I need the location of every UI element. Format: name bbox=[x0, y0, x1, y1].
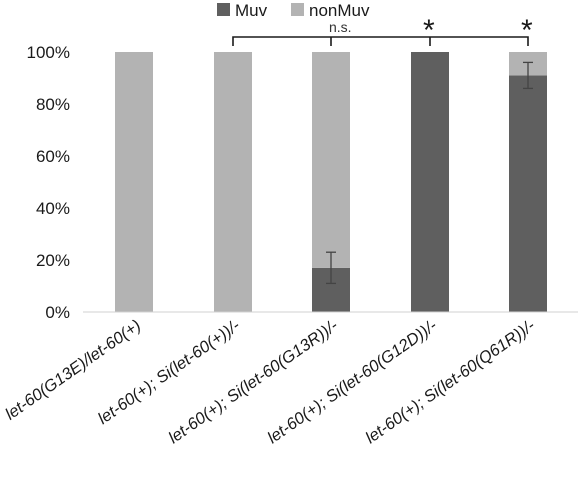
legend-label-nonmuv: nonMuv bbox=[309, 1, 370, 20]
annotation-ns: n.s. bbox=[329, 19, 352, 35]
bars bbox=[115, 52, 547, 313]
significance-bracket: n.s. * * bbox=[232, 14, 533, 47]
y-tick-label: 40% bbox=[36, 199, 70, 218]
y-tick-label: 100% bbox=[27, 43, 70, 62]
y-tick-label: 20% bbox=[36, 251, 70, 270]
annotation-star-q61r: * bbox=[521, 14, 533, 47]
bar-nonmuv bbox=[115, 52, 153, 312]
bracket-line bbox=[232, 36, 529, 46]
legend-swatch-muv bbox=[217, 3, 230, 16]
x-category-label: let-60(+); Si(let-60(G13R))/- bbox=[165, 316, 341, 447]
y-axis-tick-labels: 0% 20% 40% 60% 80% 100% bbox=[27, 43, 70, 322]
bar-muv bbox=[411, 52, 449, 312]
x-axis-category-labels: let-60(G13E)/let-60(+)let-60(+); Si(let-… bbox=[2, 316, 539, 447]
bar-nonmuv bbox=[214, 52, 252, 312]
x-category-label: let-60(+); Si(let-60(Q61R))/- bbox=[362, 316, 538, 447]
legend-swatch-nonmuv bbox=[291, 3, 304, 16]
y-tick-label: 80% bbox=[36, 95, 70, 114]
legend: Muv nonMuv bbox=[217, 1, 370, 20]
x-category-label: let-60(+); Si(let-60(G12D))/- bbox=[264, 316, 440, 447]
y-tick-label: 0% bbox=[45, 303, 70, 322]
legend-label-muv: Muv bbox=[235, 1, 268, 20]
error-bars bbox=[326, 61, 533, 285]
y-tick-label: 60% bbox=[36, 147, 70, 166]
bar-nonmuv bbox=[312, 52, 350, 268]
bar-muv bbox=[509, 75, 547, 313]
annotation-star-g12d: * bbox=[423, 14, 435, 47]
